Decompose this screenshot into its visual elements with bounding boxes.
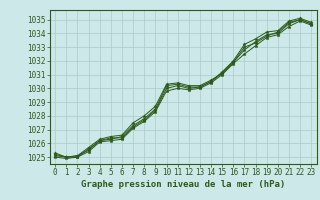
X-axis label: Graphe pression niveau de la mer (hPa): Graphe pression niveau de la mer (hPa) — [81, 180, 285, 189]
